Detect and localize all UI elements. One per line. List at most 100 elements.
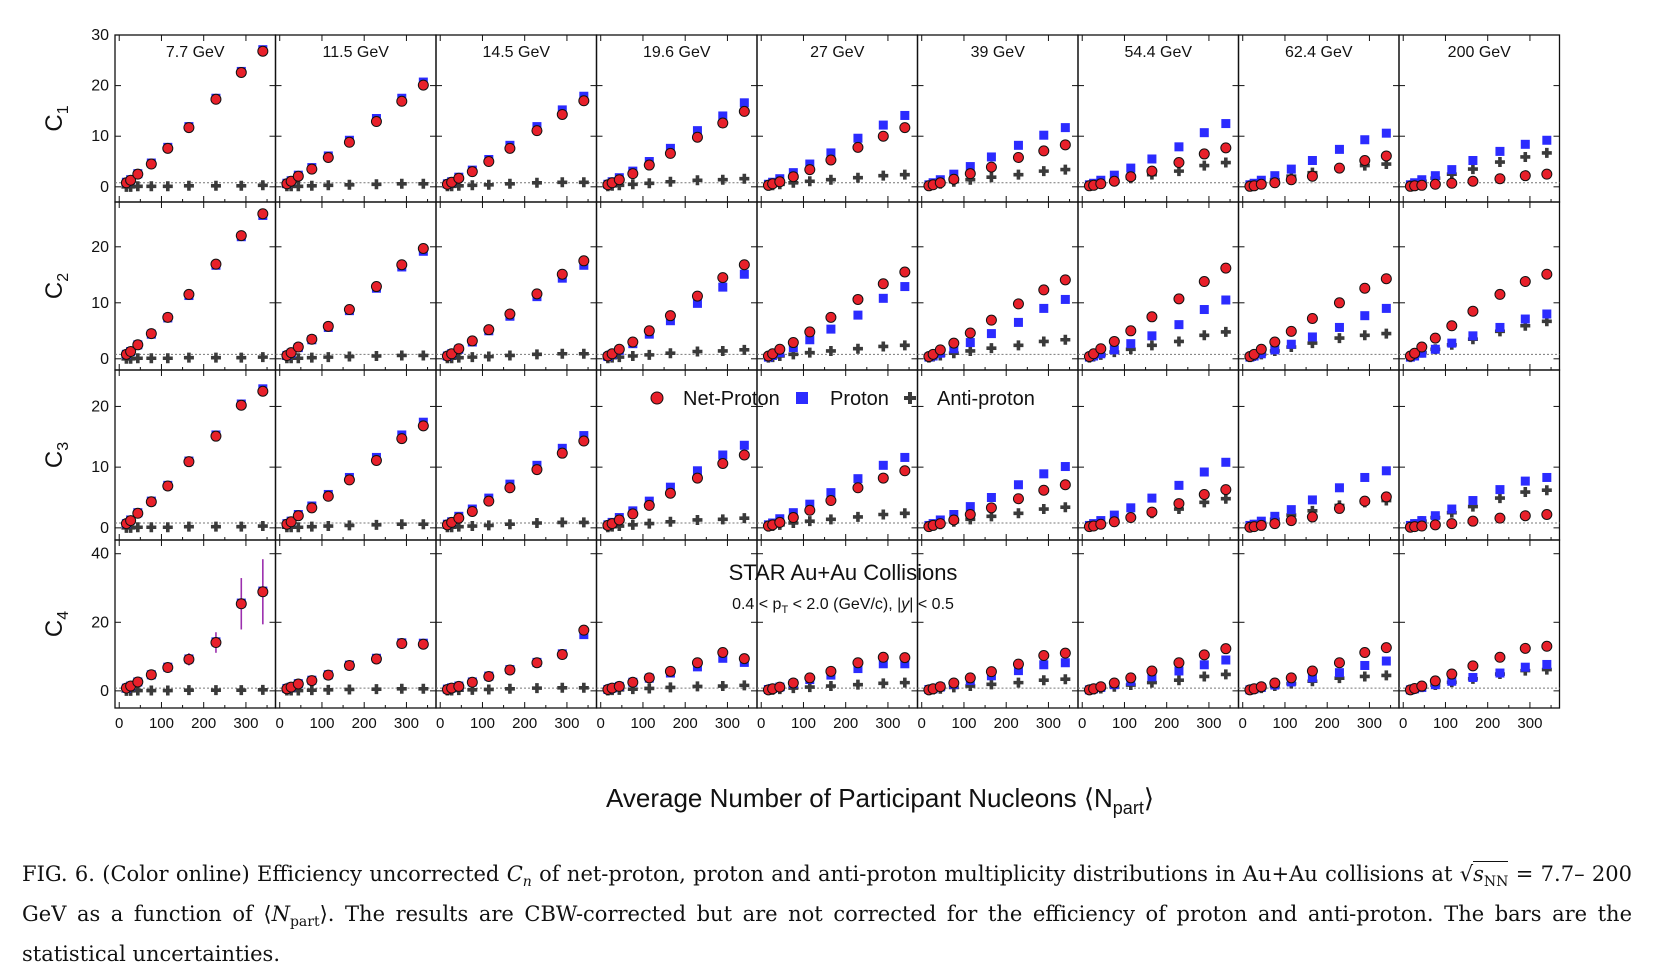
x-tick-label: 300 — [554, 715, 579, 732]
net-proton-point — [1333, 502, 1345, 514]
x-tick-label: 0 — [597, 715, 605, 732]
proton-point — [1174, 480, 1184, 490]
anti-proton-point — [665, 348, 676, 359]
proton-point — [1147, 672, 1157, 682]
proton-point — [853, 133, 863, 143]
proton-point — [692, 298, 702, 308]
net-proton-point — [1541, 509, 1553, 520]
net-proton-point — [934, 344, 946, 356]
proton-point — [1221, 655, 1231, 665]
anti-proton-point — [323, 684, 334, 695]
anti-proton-point — [453, 180, 464, 191]
panel-c2-6 — [1077, 201, 1240, 371]
x-tick-label: 100 — [1433, 715, 1458, 732]
anti-proton-point — [788, 349, 799, 360]
net-proton-point — [1519, 642, 1531, 654]
proton-point — [1126, 503, 1136, 513]
net-proton-point — [804, 504, 816, 516]
anti-proton-point — [483, 684, 494, 695]
figure-canvas: 0 10 20 30 7.7 GeV 11.5 GeV 14.5 GeV 19.6 GeV 27… — [41, 27, 1561, 818]
net-proton-point — [1108, 677, 1120, 689]
anti-proton-point — [1199, 330, 1210, 341]
proton-point — [1286, 164, 1296, 174]
proton-point — [853, 310, 863, 320]
net-proton-point — [948, 173, 960, 185]
net-proton-point — [691, 290, 703, 302]
net-proton-point — [1285, 325, 1297, 337]
panel-c2-4 — [756, 201, 919, 371]
net-proton-point — [1220, 643, 1232, 655]
net-proton-point — [1059, 647, 1071, 659]
anti-proton-point — [344, 351, 355, 362]
proton-point — [718, 450, 728, 460]
net-proton-point — [964, 672, 976, 684]
proton-point — [1381, 303, 1391, 313]
annotation-title: STAR Au+Au Collisions — [729, 560, 958, 585]
anti-proton-point — [627, 351, 638, 362]
net-proton-point — [1146, 311, 1158, 323]
annotation-cuts: 0.4 < pT < 2.0 (GeV/c), |y| < 0.5 — [732, 596, 954, 616]
anti-proton-point — [371, 179, 382, 190]
anti-proton-point — [257, 352, 268, 363]
anti-proton-point — [1173, 166, 1184, 177]
anti-proton-point — [504, 519, 515, 530]
proton-point — [986, 152, 996, 162]
net-proton-point — [306, 502, 318, 514]
proton-point — [1109, 170, 1119, 180]
net-proton-point — [1125, 672, 1137, 684]
net-proton-point — [1038, 650, 1050, 662]
net-proton-point — [257, 586, 269, 598]
anti-proton-point — [557, 348, 568, 359]
anti-proton-point — [804, 516, 815, 527]
anti-proton-point — [665, 682, 676, 693]
net-proton-point — [145, 328, 157, 340]
net-proton-point — [504, 308, 516, 320]
net-proton-point — [1333, 657, 1345, 669]
proton-point — [878, 460, 888, 470]
net-proton-point — [531, 288, 543, 300]
net-proton-point — [417, 242, 429, 254]
anti-proton-point — [210, 685, 221, 696]
proton-point — [718, 653, 728, 663]
anti-proton-point — [1060, 164, 1071, 175]
proton-point — [1334, 483, 1344, 493]
net-proton-point — [948, 677, 960, 689]
anti-proton-point — [578, 517, 589, 528]
proton-point — [1447, 165, 1457, 175]
legend-proton-label: Proton — [830, 388, 889, 410]
anti-proton-point — [396, 178, 407, 189]
anti-proton-point — [644, 349, 655, 360]
net-proton-point — [162, 480, 174, 492]
anti-proton-point — [504, 683, 515, 694]
figure-caption: FIG. 6. (Color online) Efficiency uncorr… — [22, 861, 1633, 967]
panel-frame — [1077, 369, 1240, 541]
proton-point — [1495, 322, 1505, 332]
net-proton-point — [1494, 651, 1506, 663]
y-tick-label: 0 — [100, 179, 109, 196]
net-proton-point — [774, 516, 786, 528]
x-tick-label: 0 — [115, 715, 123, 732]
net-proton-point — [466, 505, 478, 517]
anti-proton-point — [1125, 344, 1136, 355]
net-proton-point — [1494, 288, 1506, 300]
net-proton-point — [664, 310, 676, 322]
net-proton-point — [1409, 347, 1421, 359]
x-tick-label: 200 — [1154, 715, 1179, 732]
anti-proton-point — [146, 522, 157, 533]
net-proton-point — [125, 346, 137, 358]
proton-point — [1221, 457, 1231, 467]
legend-proton-marker — [796, 392, 808, 404]
net-proton-point — [899, 465, 911, 477]
net-proton-point — [717, 272, 729, 284]
net-proton-point — [643, 325, 655, 337]
net-proton-point — [370, 653, 382, 665]
anti-proton-point — [531, 349, 542, 360]
net-proton-point — [613, 174, 625, 186]
net-proton-point — [417, 420, 429, 432]
net-proton-point — [774, 343, 786, 355]
anti-proton-point — [396, 683, 407, 694]
panel-c1-8: 200 GeV — [1398, 34, 1561, 203]
anti-proton-point — [965, 681, 976, 692]
proton-point — [1221, 295, 1231, 305]
x-tick-label: 100 — [1272, 715, 1297, 732]
